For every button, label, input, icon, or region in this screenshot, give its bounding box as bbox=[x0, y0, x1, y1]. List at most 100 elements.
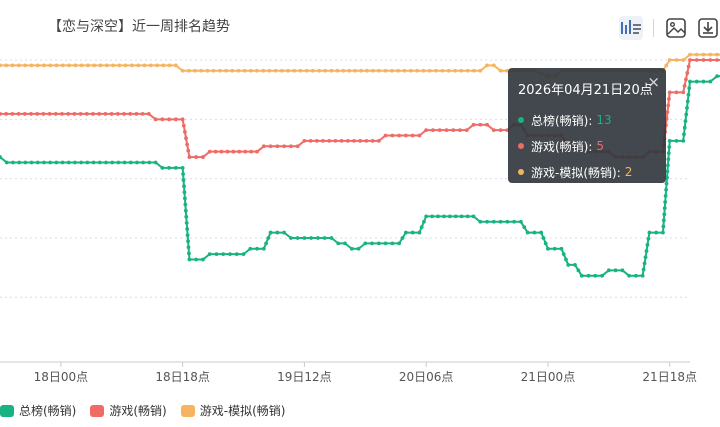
series-point bbox=[111, 63, 115, 68]
series-point bbox=[35, 63, 40, 68]
series-point bbox=[694, 52, 699, 57]
series-point bbox=[35, 160, 40, 165]
legend-item-games[interactable]: 游戏(畅销) bbox=[90, 402, 167, 419]
series-point bbox=[314, 138, 319, 143]
series-point bbox=[66, 160, 71, 165]
series-point bbox=[308, 138, 313, 143]
series-point bbox=[437, 128, 442, 133]
series-point bbox=[345, 138, 350, 143]
series-point bbox=[600, 273, 604, 278]
series-point bbox=[11, 160, 15, 165]
series-point bbox=[201, 257, 205, 262]
legend-item-overall[interactable]: 总榜(畅销) bbox=[0, 402, 76, 419]
tooltip-row-label: 游戏(畅销): bbox=[531, 139, 593, 154]
tooltip-close-button[interactable]: × bbox=[647, 73, 660, 91]
series-point bbox=[60, 63, 65, 68]
series-point bbox=[230, 68, 235, 73]
series-point bbox=[236, 68, 241, 73]
series-point bbox=[491, 128, 496, 133]
series-point bbox=[54, 160, 59, 165]
series-point bbox=[708, 52, 713, 57]
series-point bbox=[267, 68, 272, 73]
series-point bbox=[715, 74, 719, 79]
legend-item-games-simulation[interactable]: 游戏-模拟(畅销) bbox=[180, 402, 286, 419]
tooltip-dot bbox=[518, 169, 524, 175]
tooltip-row-value: 13 bbox=[596, 113, 612, 127]
series-point bbox=[130, 63, 134, 68]
series-point bbox=[376, 241, 381, 246]
download-button[interactable] bbox=[696, 16, 720, 40]
series-point bbox=[275, 230, 280, 235]
series-point bbox=[146, 112, 151, 116]
series-point bbox=[194, 155, 199, 159]
series-point bbox=[268, 144, 273, 149]
legend-label: 游戏-模拟(畅销) bbox=[199, 404, 286, 418]
series-point bbox=[440, 68, 445, 73]
series-point bbox=[453, 214, 458, 219]
series-point bbox=[128, 160, 133, 165]
series-point bbox=[0, 155, 2, 159]
x-tick-label: 21日18点 bbox=[642, 370, 697, 384]
series-point bbox=[85, 160, 90, 165]
series-point bbox=[186, 245, 191, 250]
series-point bbox=[685, 106, 689, 110]
series-point bbox=[4, 160, 9, 165]
series-point bbox=[173, 63, 178, 68]
series-point bbox=[147, 160, 152, 165]
series-point bbox=[231, 149, 236, 154]
series-point bbox=[329, 236, 334, 240]
series-point bbox=[288, 144, 293, 149]
series-point bbox=[183, 196, 187, 201]
series-point bbox=[485, 219, 489, 224]
series-point bbox=[273, 68, 278, 73]
series-point bbox=[255, 246, 259, 251]
series-point bbox=[512, 219, 517, 224]
series-point bbox=[353, 68, 358, 73]
series-point bbox=[186, 239, 190, 244]
series-point bbox=[186, 68, 191, 73]
series-point bbox=[397, 241, 402, 246]
series-point bbox=[135, 160, 139, 165]
series-point bbox=[343, 241, 347, 246]
series-point bbox=[383, 241, 388, 246]
series-point bbox=[29, 160, 34, 165]
series-point bbox=[552, 246, 557, 251]
series-point bbox=[561, 252, 566, 257]
legend-swatch bbox=[180, 404, 195, 417]
series-point bbox=[140, 112, 145, 116]
series-point bbox=[641, 267, 646, 272]
series-point bbox=[160, 117, 165, 122]
tooltip-row-value: 2 bbox=[624, 165, 633, 179]
series-point bbox=[383, 133, 388, 138]
bar-chart-toggle-button[interactable] bbox=[619, 16, 643, 40]
series-point bbox=[161, 63, 166, 68]
series-point bbox=[682, 125, 687, 130]
series-point bbox=[383, 68, 388, 73]
series-point bbox=[122, 112, 126, 116]
series-point bbox=[579, 273, 584, 278]
series-point bbox=[646, 236, 651, 241]
series-point bbox=[447, 214, 452, 219]
series-point bbox=[67, 63, 71, 68]
toolbar-divider bbox=[653, 19, 654, 37]
series-point bbox=[0, 112, 2, 116]
series-point bbox=[237, 149, 242, 154]
series-point bbox=[48, 63, 53, 68]
series-point bbox=[431, 128, 435, 133]
series-point bbox=[686, 92, 691, 97]
series-point bbox=[92, 63, 97, 68]
series-point bbox=[298, 68, 303, 73]
save-image-button[interactable] bbox=[664, 16, 688, 40]
series-point bbox=[309, 236, 314, 240]
series-point bbox=[667, 138, 672, 143]
series-point bbox=[644, 249, 649, 253]
series-point bbox=[201, 155, 205, 159]
series-point bbox=[543, 241, 548, 246]
series-point bbox=[654, 230, 659, 235]
series-point bbox=[73, 160, 77, 165]
series-point bbox=[10, 63, 15, 68]
series-point bbox=[715, 52, 719, 57]
tooltip-row-label: 游戏-模拟(畅销): bbox=[531, 165, 621, 180]
series-point bbox=[666, 163, 670, 168]
series-point bbox=[41, 112, 46, 116]
